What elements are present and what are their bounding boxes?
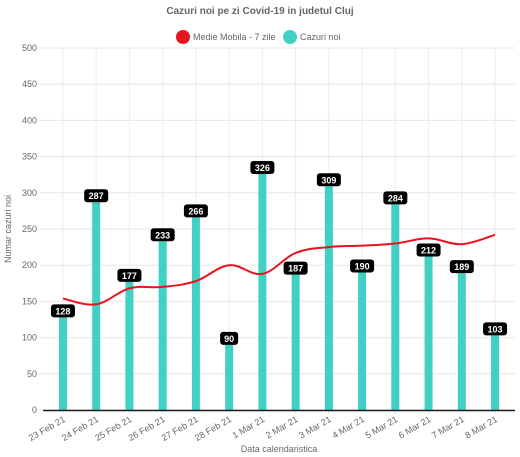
data-label: 187 [283,261,308,275]
bar [125,281,134,410]
data-label-text: 233 [155,230,170,240]
x-tick-label: 4 Mar 21 [330,414,366,440]
y-tick-label: 0 [32,405,37,415]
legend-marker-moving-average [176,30,190,44]
y-tick-label: 50 [27,369,37,379]
bar [291,274,300,410]
data-label-box [316,173,341,187]
data-label-box [183,204,208,218]
bar [225,344,234,410]
data-label-box [50,304,75,318]
data-label-text: 187 [288,264,303,274]
bar [258,173,267,410]
x-tick-label: 1 Mar 21 [231,414,267,440]
data-label-box [449,260,474,274]
legend-label-moving-average: Medie Mobila - 7 zile [193,32,276,42]
data-label-box [383,191,408,205]
data-label-text: 309 [321,175,336,185]
y-axis-ticks: 0 50 100 150 200 250 300 350 400 450 500 [22,43,37,415]
y-tick-label: 200 [22,260,37,270]
bar [491,335,500,410]
moving-average-line [62,233,496,306]
data-label: 233 [150,228,175,242]
bars [58,173,500,410]
bar [424,256,433,410]
y-tick-label: 100 [22,333,37,343]
data-label-text: 90 [224,334,234,344]
y-tick-label: 500 [22,43,37,53]
data-label-text: 189 [454,262,469,272]
x-tick-label: 6 Mar 21 [397,414,433,440]
data-label-box [416,243,441,257]
x-tick-label: 27 Feb 21 [160,414,200,443]
data-label-box [483,322,508,336]
data-label: 326 [250,160,275,174]
data-label-box [220,331,239,345]
y-tick-label: 150 [22,296,37,306]
data-labels: 128 287 177 233 266 90 326 187 309 190 284 212 189 10… [50,160,508,345]
x-tick-label: 8 Mar 21 [463,414,499,440]
y-tick-label: 250 [22,224,37,234]
data-label: 266 [183,204,208,218]
data-label-text: 128 [55,306,70,316]
bar [391,204,400,410]
legend-marker-new-cases [283,30,297,44]
bar [158,241,167,410]
data-label: 190 [350,259,375,273]
legend-item-new-cases[interactable]: Cazuri noi [283,30,341,44]
x-tick-label: 7 Mar 21 [430,414,466,440]
data-label-text: 212 [421,246,436,256]
data-label-box [250,160,275,174]
y-axis-title: Numar cazuri noi [3,195,13,263]
moving-average-line-group [62,233,496,306]
x-tick-label: 24 Feb 21 [60,414,100,443]
x-tick-label: 3 Mar 21 [297,414,333,440]
x-tick-label: 28 Feb 21 [193,414,233,443]
y-tick-label: 300 [22,188,37,198]
y-tick-label: 400 [22,115,37,125]
data-label-box [150,228,175,242]
data-label-box [350,259,375,273]
data-label-box [84,189,109,203]
x-tick-label: 2 Mar 21 [264,414,300,440]
bar [324,186,333,410]
data-label: 284 [383,191,408,205]
data-label: 177 [117,268,142,282]
data-label-text: 103 [488,324,503,334]
x-tick-label: 5 Mar 21 [364,414,400,440]
data-label-box [117,268,142,282]
data-label: 212 [416,243,441,257]
legend-label-new-cases: Cazuri noi [300,32,341,42]
x-tick-label: 23 Feb 21 [27,414,67,443]
bar [92,202,101,410]
y-tick-label: 450 [22,79,37,89]
data-label-text: 284 [388,193,403,203]
grid [39,47,515,414]
data-label: 128 [50,304,75,318]
bar [191,217,200,410]
x-axis-title: Data calendaristica [241,444,318,454]
data-label: 309 [316,173,341,187]
legend[interactable]: Medie Mobila - 7 zile Cazuri noi [176,30,341,44]
bar [58,317,67,410]
data-label-text: 326 [255,163,270,173]
chart-title: Cazuri noi pe zi Covid-19 in judetul Clu… [166,6,353,17]
data-label: 287 [84,189,109,203]
data-label-text: 266 [188,206,203,216]
data-label: 103 [483,322,508,336]
x-tick-label: 25 Feb 21 [93,414,133,443]
y-tick-label: 350 [22,152,37,162]
data-label-text: 190 [355,261,370,271]
bar [457,273,466,410]
data-label-box [283,261,308,275]
data-label-text: 177 [122,271,137,281]
legend-item-moving-average[interactable]: Medie Mobila - 7 zile [176,30,276,44]
data-label-text: 287 [89,191,104,201]
bar [358,272,367,410]
data-label: 90 [220,331,239,345]
x-tick-label: 26 Feb 21 [127,414,167,443]
data-label: 189 [449,260,474,274]
